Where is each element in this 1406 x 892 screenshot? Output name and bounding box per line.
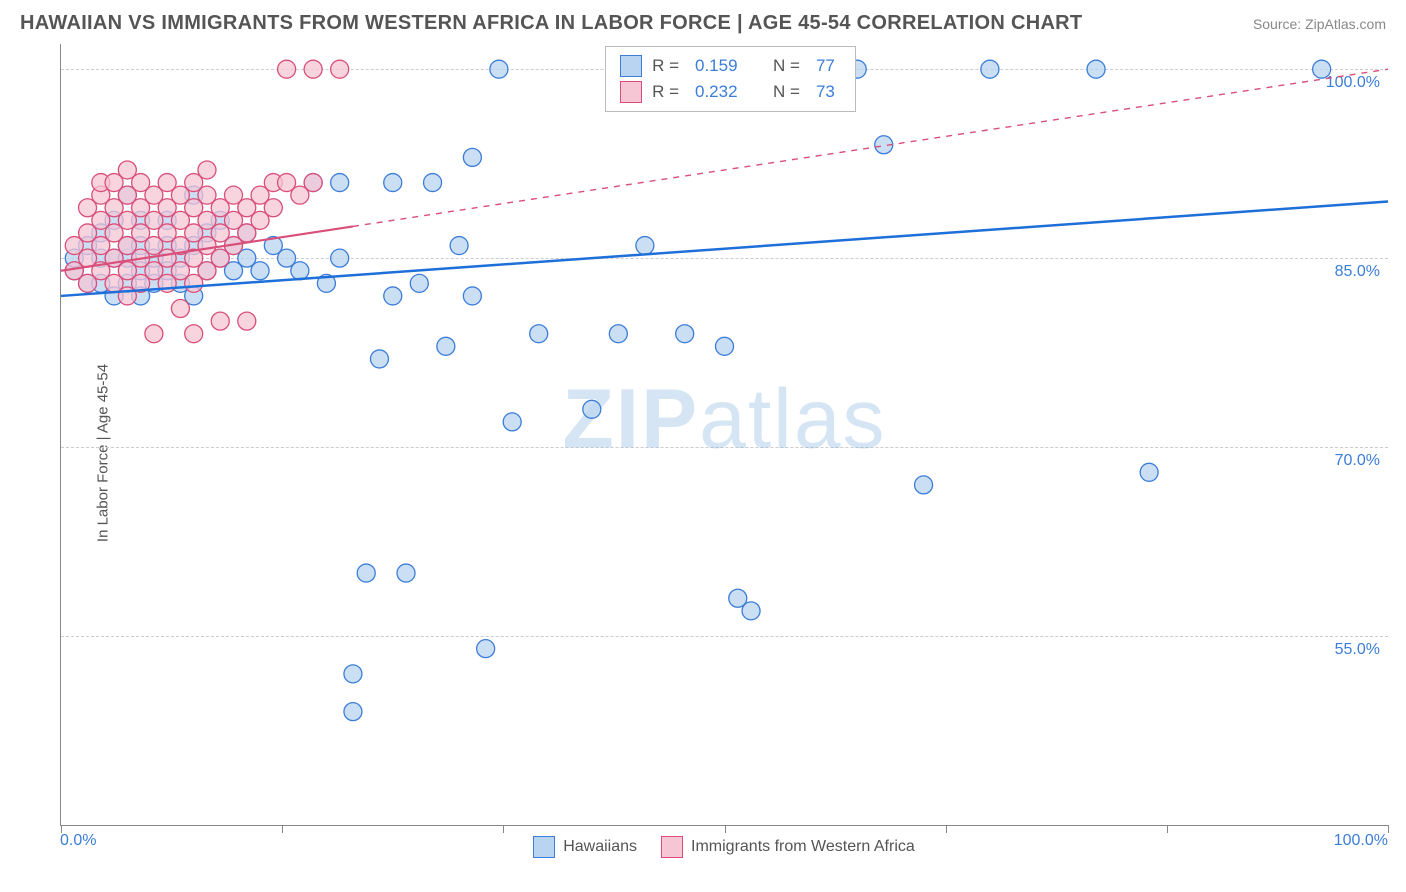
data-point-hawaiians — [251, 262, 269, 280]
legend-label: Hawaiians — [563, 838, 637, 856]
stat-r-value: 0.159 — [695, 56, 738, 76]
data-point-hawaiians — [397, 564, 415, 582]
data-point-immigrants-western-africa — [211, 312, 229, 330]
chart-title: HAWAIIAN VS IMMIGRANTS FROM WESTERN AFRI… — [20, 12, 1082, 35]
trend-line-immigrants-western-africa-dashed — [353, 69, 1388, 226]
data-point-immigrants-western-africa — [238, 312, 256, 330]
stat-n-label: N = — [773, 56, 800, 76]
data-point-hawaiians — [477, 640, 495, 658]
data-point-hawaiians — [915, 476, 933, 494]
data-point-hawaiians — [742, 602, 760, 620]
stat-swatch — [620, 55, 642, 77]
stat-n-label: N = — [773, 82, 800, 102]
correlation-stat-box: R = 0.159 N = 77 R = 0.232 N = 73 — [605, 46, 856, 112]
data-point-hawaiians — [609, 325, 627, 343]
chart-area: In Labor Force | Age 45-54 ZIPatlas R =0… — [18, 44, 1388, 862]
legend: Hawaiians Immigrants from Western Africa — [60, 832, 1388, 862]
stat-r-value: 0.232 — [695, 82, 738, 102]
stat-n-value: 77 — [816, 56, 835, 76]
data-point-hawaiians — [331, 174, 349, 192]
plot-svg — [61, 44, 1388, 825]
data-point-hawaiians — [357, 564, 375, 582]
data-point-hawaiians — [716, 337, 734, 355]
data-point-hawaiians — [1087, 60, 1105, 78]
data-point-hawaiians — [583, 400, 601, 418]
data-point-immigrants-western-africa — [304, 60, 322, 78]
data-point-hawaiians — [981, 60, 999, 78]
data-point-hawaiians — [291, 262, 309, 280]
data-point-hawaiians — [1140, 463, 1158, 481]
source-label: Source: ZipAtlas.com — [1253, 16, 1386, 32]
stat-r-label: R = — [652, 56, 679, 76]
stat-swatch — [620, 81, 642, 103]
legend-item: Immigrants from Western Africa — [661, 836, 915, 858]
data-point-hawaiians — [636, 237, 654, 255]
data-point-hawaiians — [344, 703, 362, 721]
data-point-immigrants-western-africa — [331, 60, 349, 78]
data-point-hawaiians — [344, 665, 362, 683]
data-point-hawaiians — [450, 237, 468, 255]
data-point-hawaiians — [410, 274, 428, 292]
data-point-hawaiians — [384, 287, 402, 305]
legend-item: Hawaiians — [533, 836, 637, 858]
data-point-immigrants-western-africa — [145, 325, 163, 343]
data-point-hawaiians — [676, 325, 694, 343]
data-point-hawaiians — [490, 60, 508, 78]
stat-r-label: R = — [652, 82, 679, 102]
legend-swatch — [533, 836, 555, 858]
data-point-immigrants-western-africa — [304, 174, 322, 192]
legend-swatch — [661, 836, 683, 858]
stat-row: R = 0.159 N = 77 — [620, 53, 841, 79]
data-point-hawaiians — [331, 249, 349, 267]
plot-region: ZIPatlas R =0.159 N =77R =0.232 N =73 10… — [60, 44, 1388, 826]
data-point-hawaiians — [530, 325, 548, 343]
data-point-immigrants-western-africa — [198, 161, 216, 179]
data-point-hawaiians — [463, 287, 481, 305]
data-point-immigrants-western-africa — [278, 60, 296, 78]
stat-n-value: 73 — [816, 82, 835, 102]
data-point-hawaiians — [437, 337, 455, 355]
legend-label: Immigrants from Western Africa — [691, 838, 915, 856]
data-point-hawaiians — [424, 174, 442, 192]
data-point-immigrants-western-africa — [264, 199, 282, 217]
data-point-hawaiians — [384, 174, 402, 192]
data-point-hawaiians — [463, 148, 481, 166]
data-point-hawaiians — [1313, 60, 1331, 78]
stat-row: R = 0.232 N = 73 — [620, 79, 841, 105]
data-point-hawaiians — [503, 413, 521, 431]
data-point-hawaiians — [370, 350, 388, 368]
data-point-immigrants-western-africa — [171, 300, 189, 318]
data-point-immigrants-western-africa — [185, 325, 203, 343]
x-tick — [1388, 825, 1389, 833]
